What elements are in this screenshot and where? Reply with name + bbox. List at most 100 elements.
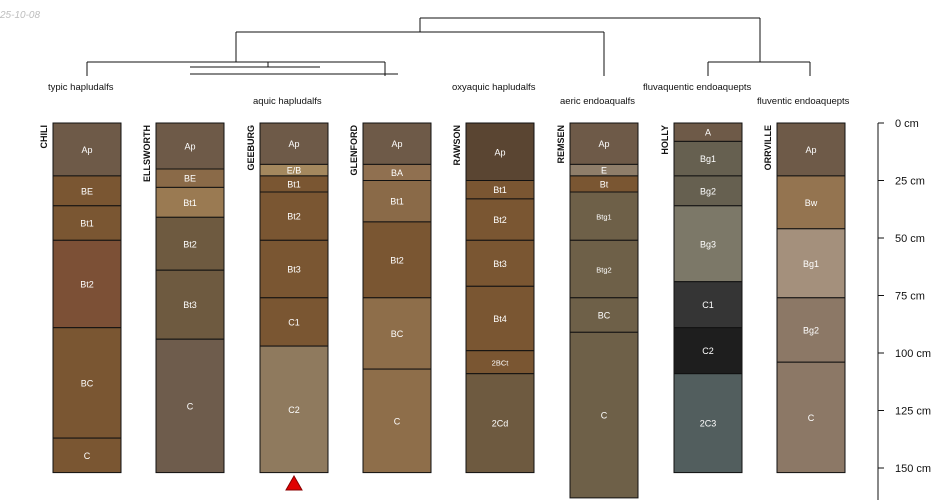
horizon-label: Bt1 xyxy=(80,219,94,229)
horizon-label: C2 xyxy=(288,405,300,415)
profile-orrville: Ap Bw Bg1 Bg2 C ORRVILLE xyxy=(763,122,846,474)
horizon-label: Bt2 xyxy=(493,215,507,225)
horizon-rawson-ap xyxy=(465,122,535,181)
horizon-glenford-bt2 xyxy=(362,221,432,299)
horizon-label: Bt2 xyxy=(390,255,404,265)
horizon-label: Bt3 xyxy=(287,265,301,275)
horizon-chili-c xyxy=(52,437,122,474)
horizon-chili-ap xyxy=(52,122,122,177)
profile-name: CHILI xyxy=(39,125,49,149)
date-label: 25-10-08 xyxy=(0,10,40,21)
horizon-label: Bt1 xyxy=(390,197,404,207)
taxa-label-aeric-endoaqualfs: aeric endoaqualfs xyxy=(560,96,635,107)
horizon-label: Bt3 xyxy=(493,259,507,269)
profile-name: REMSEN xyxy=(556,125,566,164)
horizon-remsen-btg1 xyxy=(569,191,639,241)
depth-tick-label: 150 cm xyxy=(895,463,931,475)
horizon-glenford-ap xyxy=(362,122,432,165)
horizon-orrville-c xyxy=(776,361,846,474)
depth-axis: 0 cm 25 cm 50 cm 75 cm 100 cm 125 cm 150 cm xyxy=(877,118,931,500)
horizon-label: E xyxy=(601,166,607,176)
horizon-label: C xyxy=(394,416,401,426)
taxa-label-fluventic-endoaquepts: fluventic endoaquepts xyxy=(757,96,850,107)
horizon-label: Bg2 xyxy=(700,186,716,196)
profile-name: RAWSON xyxy=(452,125,462,166)
horizon-label: C xyxy=(808,413,815,423)
depth-tick-label: 25 cm xyxy=(895,176,925,188)
depth-tick-label: 75 cm xyxy=(895,291,925,303)
horizon-label: A xyxy=(705,128,711,138)
horizon-glenford-c xyxy=(362,368,432,474)
horizon-geeburg-c2 xyxy=(259,345,329,474)
horizon-label: Btg1 xyxy=(596,213,611,222)
horizon-label: C xyxy=(601,411,608,421)
taxa-label-fluvaquentic-endoaquepts: fluvaquentic endoaquepts xyxy=(643,82,752,93)
horizon-remsen-btg2 xyxy=(569,239,639,299)
profile-chili: Ap BE Bt1 Bt2 BC C CHILI xyxy=(39,122,122,474)
horizon-chili-bt2 xyxy=(52,239,122,329)
horizon-ellsworth-bt1 xyxy=(155,186,225,218)
horizon-remsen-bc xyxy=(569,297,639,333)
horizon-label: C1 xyxy=(702,300,714,310)
horizon-label: Bg1 xyxy=(803,259,819,269)
horizon-glenford-bc xyxy=(362,297,432,370)
horizon-label: BE xyxy=(184,174,196,184)
profile-holly: A Bg1 Bg2 Bg3 C1 C2 2C3 HOLLY xyxy=(660,122,743,474)
taxa-label-typic-hapludalfs: typic hapludalfs xyxy=(48,82,114,93)
taxa-label-aquic-hapludalfs: aquic hapludalfs xyxy=(253,96,322,107)
horizon-label: Ap xyxy=(184,142,195,152)
taxa-label-oxyaquic-hapludalfs: oxyaquic hapludalfs xyxy=(452,82,536,93)
horizon-label: Btg2 xyxy=(596,266,611,275)
horizon-glenford-bt1 xyxy=(362,180,432,223)
horizon-label: E/B xyxy=(287,166,302,176)
horizon-label: Bt2 xyxy=(183,239,197,249)
depth-tick-label: 100 cm xyxy=(895,348,931,360)
horizon-orrville-ap xyxy=(776,122,846,177)
profile-name: GEEBURG xyxy=(246,125,256,171)
horizon-label: Bt1 xyxy=(183,198,197,208)
profile-name: ORRVILLE xyxy=(763,125,773,170)
depth-tick-label: 0 cm xyxy=(895,118,919,130)
profile-name: ELLSWORTH xyxy=(142,125,152,182)
horizon-remsen-c xyxy=(569,331,639,499)
horizon-label: Bt4 xyxy=(493,314,507,324)
soil-profiles: Ap BE Bt1 Bt2 BC C CHILI Ap BE Bt1 Bt2 Bt3 C ELLSWORT… xyxy=(39,122,846,499)
horizon-label: Bg1 xyxy=(700,154,716,164)
horizon-label: Bw xyxy=(805,198,818,208)
horizon-label: 2C3 xyxy=(700,419,717,429)
horizon-label: Bg2 xyxy=(803,326,819,336)
horizon-geeburg-ap xyxy=(259,122,329,165)
horizon-label: Ap xyxy=(81,145,92,155)
profile-name: HOLLY xyxy=(660,125,670,155)
marker-triangle xyxy=(285,474,303,491)
horizon-rawson-2cd xyxy=(465,373,535,474)
horizon-label: C xyxy=(187,401,194,411)
horizon-geeburg-bt2 xyxy=(259,191,329,241)
horizon-orrville-bg1 xyxy=(776,228,846,299)
horizon-label: 2Cd xyxy=(492,419,509,429)
horizon-label: C2 xyxy=(702,346,714,356)
profile-ellsworth: Ap BE Bt1 Bt2 Bt3 C ELLSWORTH xyxy=(142,122,225,474)
horizon-label: Ap xyxy=(805,145,816,155)
horizon-geeburg-bt3 xyxy=(259,239,329,299)
horizon-chili-bt1 xyxy=(52,205,122,241)
horizon-ellsworth-bt3 xyxy=(155,269,225,340)
depth-tick-label: 50 cm xyxy=(895,233,925,245)
profile-name: GLENFORD xyxy=(349,125,359,176)
horizon-orrville-bw xyxy=(776,175,846,230)
horizon-label: Bt2 xyxy=(80,280,94,290)
profile-remsen: Ap E Bt Btg1 Btg2 BC C REMSEN xyxy=(556,122,639,499)
horizon-label: Bt1 xyxy=(493,185,507,195)
depth-tick-label: 125 cm xyxy=(895,406,931,418)
horizon-label: 2BCt xyxy=(492,359,510,368)
horizon-label: BC xyxy=(81,378,94,388)
horizon-label: BA xyxy=(391,168,403,178)
horizon-label: Bg3 xyxy=(700,239,716,249)
horizon-label: Ap xyxy=(288,139,299,149)
profile-geeburg: Ap E/B Bt1 Bt2 Bt3 C1 C2 GEEBURG xyxy=(246,122,329,474)
taxonomic-labels: typic hapludalfs aquic hapludalfs oxyaqu… xyxy=(48,82,850,107)
profile-glenford: Ap BA Bt1 Bt2 BC C GLENFORD xyxy=(349,122,432,474)
horizon-label: Bt xyxy=(600,179,609,189)
horizon-label: C xyxy=(84,451,91,461)
